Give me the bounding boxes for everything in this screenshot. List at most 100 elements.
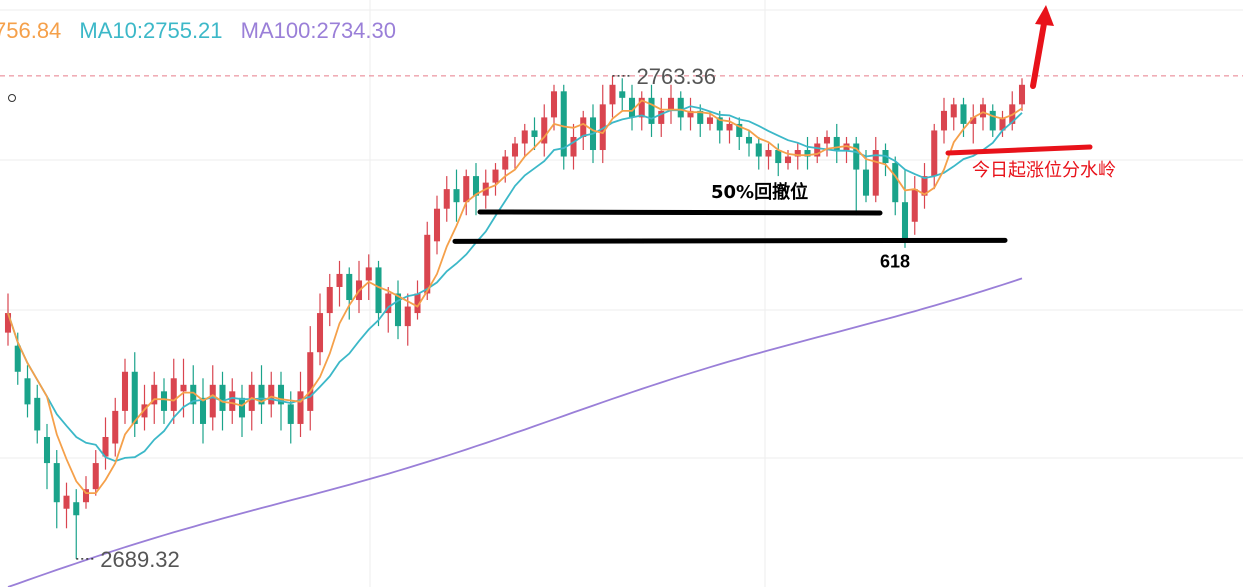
candle-body <box>706 117 714 124</box>
candle-body <box>784 156 792 164</box>
candle-body <box>112 410 119 444</box>
candle-body <box>92 463 99 490</box>
ma10-line-group <box>7 105 1023 463</box>
fib-618-line <box>452 237 1008 244</box>
candle-body <box>872 150 879 196</box>
candle-body <box>502 156 509 170</box>
candle-body <box>823 136 831 144</box>
candle-body <box>287 404 294 424</box>
candle-body <box>921 176 928 196</box>
retrace-50-label: 50%回撤位 <box>711 181 808 203</box>
candle-body <box>277 384 285 405</box>
candle-body <box>931 130 938 177</box>
candle-body <box>160 391 168 411</box>
candle-body <box>853 143 860 170</box>
candle-body <box>1018 84 1026 105</box>
candle-body <box>199 397 207 424</box>
candle-body <box>297 391 304 424</box>
candle-body <box>687 110 694 118</box>
candle-body <box>453 189 460 203</box>
candle-body <box>82 489 90 503</box>
candle-body <box>901 202 909 242</box>
candle-body <box>521 130 528 144</box>
candles-group <box>4 75 1026 559</box>
candle-body <box>697 110 704 124</box>
candle-body <box>862 169 870 196</box>
fib-618-label: 618 <box>880 251 910 271</box>
candle-body <box>121 371 129 411</box>
candle-body <box>667 97 675 111</box>
candle-body <box>628 97 636 118</box>
candle-body <box>736 123 743 137</box>
candle-body <box>258 384 265 405</box>
ma-legend: 756.84 MA10:2755.21 MA100:2734.30 <box>0 18 408 44</box>
candle-body <box>755 143 762 157</box>
candle-body <box>560 91 567 157</box>
ma10-line <box>7 105 1023 463</box>
candle-body <box>219 384 226 411</box>
candle-body <box>472 176 480 196</box>
candle-body <box>599 104 606 151</box>
annotations-group <box>76 5 1093 560</box>
candle-body <box>14 345 21 372</box>
candle-body <box>745 136 753 144</box>
candle-body <box>950 104 957 118</box>
candle-body <box>316 313 324 353</box>
candle-body <box>385 293 392 314</box>
candle-body <box>394 293 402 327</box>
candle-body <box>999 117 1006 131</box>
candle-body <box>414 293 421 314</box>
candle-body <box>268 384 275 405</box>
ma100-line <box>7 277 1023 587</box>
candle-body <box>775 150 782 164</box>
ma100-line-group <box>7 277 1023 587</box>
candle-body <box>541 117 548 144</box>
candle-body <box>190 384 197 405</box>
candle-body <box>531 130 538 137</box>
candle-body <box>73 502 80 516</box>
candle-body <box>180 384 187 392</box>
candle-body <box>833 136 840 151</box>
ma5-line-group <box>7 99 1023 495</box>
candle-body <box>580 117 587 137</box>
candle-body <box>424 234 431 294</box>
candle-body <box>716 117 723 131</box>
today-level-label: 今日起涨位分水岭 <box>972 160 1116 181</box>
candle-body <box>365 267 372 281</box>
candle-body <box>4 313 12 333</box>
candle-body <box>648 97 655 124</box>
candle-body <box>209 384 216 418</box>
candle-body <box>170 378 177 411</box>
candle-body <box>609 84 616 105</box>
candle-body <box>238 397 246 418</box>
candle-body <box>638 97 645 118</box>
candle-body <box>433 208 441 242</box>
up-arrow-head-icon <box>1035 5 1054 26</box>
candle-body <box>346 273 353 301</box>
candle-body <box>24 378 31 405</box>
low-price-label: 2689.32 <box>100 547 180 572</box>
candle-body <box>326 286 333 314</box>
candle-body <box>34 397 41 431</box>
candle-body <box>794 150 801 157</box>
candle-body <box>619 91 626 98</box>
candle-body <box>229 391 236 411</box>
candle-body <box>677 97 684 118</box>
up-arrow-shaft <box>1030 15 1048 89</box>
high-price-label: 2763.36 <box>637 64 717 89</box>
candle-body <box>658 110 665 124</box>
candle-body <box>892 163 899 203</box>
today-level-line <box>945 144 1093 156</box>
candle-body <box>765 150 772 157</box>
ma5-line <box>7 99 1023 495</box>
candle-body <box>940 110 948 131</box>
retrace-50-line <box>477 209 883 216</box>
candle-body <box>814 143 821 157</box>
candle-body <box>443 189 450 209</box>
candle-body <box>989 110 996 131</box>
candle-body <box>911 189 918 222</box>
ma10-value: MA10:2755.21 <box>79 18 223 43</box>
ma5-value: 756.84 <box>0 18 62 43</box>
